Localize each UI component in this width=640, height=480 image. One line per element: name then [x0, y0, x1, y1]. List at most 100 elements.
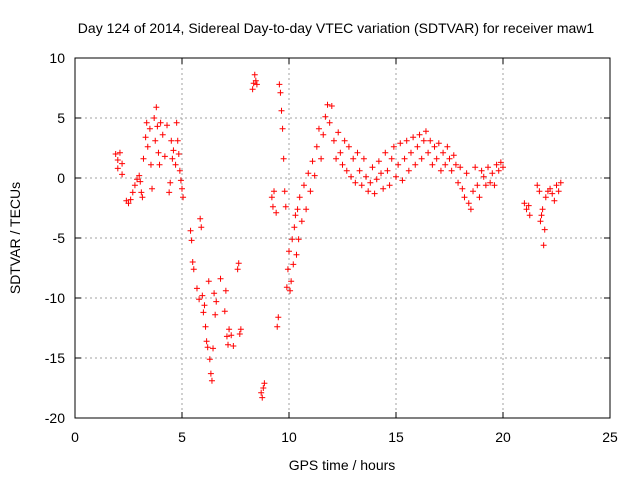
y-tick-label: -5 — [53, 230, 66, 246]
data-point — [422, 128, 429, 135]
data-point — [386, 182, 393, 189]
data-point — [226, 326, 233, 333]
data-point — [328, 103, 335, 109]
data-point — [201, 302, 208, 309]
data-point — [273, 209, 280, 216]
data-point — [144, 143, 151, 150]
data-point — [465, 200, 472, 207]
data-point — [131, 182, 138, 189]
data-point — [211, 290, 218, 297]
data-point — [280, 155, 287, 162]
data-point — [303, 206, 310, 213]
data-point — [405, 167, 412, 174]
data-point — [455, 179, 462, 186]
data-point — [478, 167, 485, 174]
data-point — [313, 143, 320, 150]
x-tick-label: 15 — [388, 429, 404, 445]
data-point — [175, 151, 182, 157]
data-point — [418, 155, 425, 162]
data-point — [269, 203, 276, 210]
data-point — [268, 194, 275, 201]
data-point — [252, 77, 259, 84]
data-point — [397, 140, 404, 147]
data-point — [412, 161, 419, 168]
data-point — [139, 194, 146, 201]
data-point — [203, 338, 210, 345]
data-point — [288, 278, 295, 285]
data-point — [452, 161, 459, 168]
data-point — [348, 173, 355, 180]
data-point — [188, 237, 195, 244]
data-point — [354, 149, 361, 156]
data-point — [393, 173, 399, 180]
y-tick-labels: -20 -15 -10 -5 0 5 10 — [45, 50, 65, 426]
data-point — [143, 119, 150, 126]
data-point — [230, 343, 237, 349]
data-point — [275, 314, 282, 321]
data-point — [199, 292, 206, 299]
data-point — [190, 266, 197, 273]
data-point — [324, 101, 331, 108]
data-point — [260, 385, 267, 391]
y-tick-label: -10 — [45, 290, 65, 306]
data-point — [487, 179, 494, 186]
data-point — [140, 155, 147, 162]
chart-title: Day 124 of 2014, Sidereal Day-to-day VTE… — [78, 20, 595, 36]
data-point — [136, 172, 143, 179]
data-point — [345, 143, 352, 150]
data-point — [384, 167, 391, 174]
data-point — [283, 284, 290, 291]
data-point — [446, 155, 453, 162]
data-point — [371, 190, 378, 197]
data-point — [291, 224, 298, 231]
data-point — [523, 206, 530, 213]
data-point — [300, 182, 307, 189]
data-point — [474, 182, 481, 189]
data-point — [320, 131, 327, 138]
data-point — [356, 167, 363, 174]
data-point — [193, 285, 200, 292]
data-point — [431, 143, 438, 150]
data-point — [208, 377, 215, 384]
data-point — [119, 171, 126, 178]
data-point — [489, 170, 496, 177]
data-point — [166, 189, 173, 196]
data-point — [536, 188, 543, 195]
data-point — [149, 185, 156, 192]
data-point — [146, 125, 153, 132]
data-point — [125, 200, 132, 207]
data-point — [365, 188, 372, 195]
data-point — [298, 218, 305, 225]
data-point — [339, 161, 346, 168]
data-point — [134, 176, 141, 183]
data-point — [333, 155, 340, 162]
data-point — [440, 149, 447, 156]
data-point — [526, 212, 533, 219]
data-point — [293, 251, 300, 258]
data-point — [161, 153, 168, 160]
x-tick-label: 25 — [602, 429, 618, 445]
data-point — [114, 157, 121, 163]
data-point — [542, 194, 549, 201]
data-point — [326, 119, 333, 126]
data-point — [395, 161, 402, 168]
data-point — [427, 137, 434, 144]
data-point — [169, 155, 176, 162]
data-point — [305, 170, 312, 177]
data-point — [399, 177, 406, 184]
data-point — [497, 159, 504, 166]
data-point — [500, 164, 506, 171]
data-point — [286, 248, 292, 255]
data-point — [210, 345, 217, 352]
data-point — [433, 155, 440, 162]
data-point — [437, 167, 444, 174]
data-point — [189, 259, 196, 265]
data-point — [217, 275, 224, 282]
data-point — [403, 137, 410, 144]
data-point — [388, 155, 395, 162]
data-point — [176, 167, 183, 174]
data-point — [259, 394, 266, 401]
data-point — [341, 137, 348, 144]
data-point — [358, 182, 365, 189]
data-point — [521, 200, 528, 207]
